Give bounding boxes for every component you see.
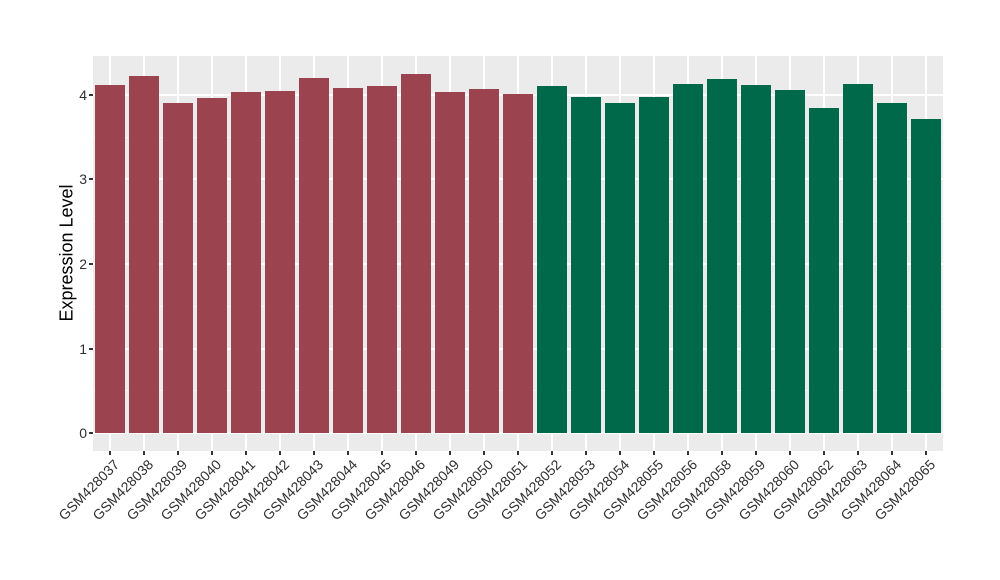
y-tick-mark	[89, 263, 93, 266]
y-tick-mark	[89, 93, 93, 96]
bar	[876, 102, 908, 434]
y-tick-label: 1	[79, 340, 87, 357]
y-tick-label: 2	[79, 256, 87, 273]
x-tick-mark	[347, 451, 349, 455]
bar	[502, 94, 534, 434]
x-tick-mark	[483, 451, 485, 455]
x-tick-mark	[823, 451, 825, 455]
x-tick-mark	[619, 451, 621, 455]
bar	[298, 77, 330, 434]
bar	[672, 83, 704, 434]
y-tick-label: 3	[79, 171, 87, 188]
x-tick-mark	[415, 451, 417, 455]
x-tick-mark	[585, 451, 587, 455]
bar	[196, 98, 228, 434]
x-tick-mark	[551, 451, 553, 455]
x-tick-mark	[891, 451, 893, 455]
bar	[468, 88, 500, 434]
bar	[366, 86, 398, 434]
y-tick-label: 0	[79, 425, 87, 442]
x-tick-mark	[381, 451, 383, 455]
bar	[434, 92, 466, 434]
y-tick-mark	[89, 178, 93, 181]
bar	[570, 96, 602, 434]
plot-panel	[93, 56, 943, 451]
bar	[740, 84, 772, 434]
bar	[536, 86, 568, 434]
x-tick-mark	[449, 451, 451, 455]
x-tick-mark	[177, 451, 179, 455]
bar	[128, 76, 160, 434]
bar	[604, 102, 636, 434]
x-tick-mark	[517, 451, 519, 455]
y-axis-title: Expression Level	[56, 184, 77, 322]
x-tick-mark	[687, 451, 689, 455]
x-tick-mark	[755, 451, 757, 455]
x-tick-mark	[721, 451, 723, 455]
bar	[706, 78, 738, 434]
bar	[774, 89, 806, 434]
bar	[808, 108, 840, 434]
x-tick-mark	[789, 451, 791, 455]
bar	[94, 84, 126, 434]
bar	[162, 102, 194, 434]
x-tick-mark	[109, 451, 111, 455]
y-tick-label: 4	[79, 86, 87, 103]
bar	[910, 118, 942, 434]
y-tick-mark	[89, 432, 93, 435]
bar	[332, 88, 364, 434]
bar	[264, 90, 296, 434]
x-tick-mark	[279, 451, 281, 455]
x-tick-mark	[211, 451, 213, 455]
bar	[842, 83, 874, 434]
bar	[638, 96, 670, 434]
bar	[230, 92, 262, 434]
y-tick-mark	[89, 347, 93, 350]
x-tick-mark	[143, 451, 145, 455]
x-tick-mark	[857, 451, 859, 455]
x-tick-mark	[653, 451, 655, 455]
x-tick-mark	[313, 451, 315, 455]
x-tick-mark	[245, 451, 247, 455]
bar	[400, 73, 432, 434]
x-tick-mark	[925, 451, 927, 455]
